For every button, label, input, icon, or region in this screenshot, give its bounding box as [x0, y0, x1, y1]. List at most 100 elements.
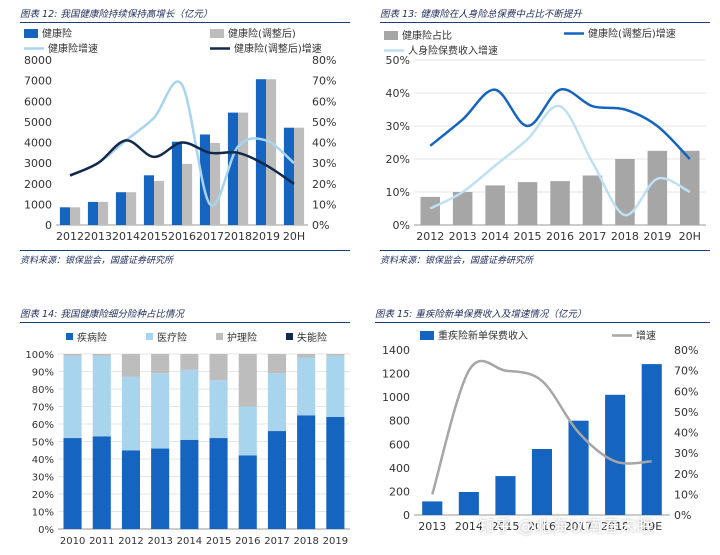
chart-13: 0% 10% 20% 30% 40% 50% 2012 2013 2014 2015 2016 201… — [384, 27, 706, 243]
x-tick-label: 2017 — [264, 536, 289, 547]
legend-label: 健康险(调整后)增速 — [234, 42, 322, 55]
x-tick-label: 2013 — [449, 230, 477, 243]
legend-swatch — [210, 29, 224, 38]
x-tick-label: 2019 — [323, 536, 348, 547]
x-tick-label: 2013 — [418, 520, 446, 533]
y-tick-label: 1000 — [382, 391, 410, 404]
x-tick-label: 2016 — [235, 536, 260, 547]
legend-label: 健康险 — [42, 27, 72, 40]
bar — [531, 449, 552, 515]
legend-label: 健康险(调整后) — [228, 27, 296, 40]
legend-swatch — [146, 333, 153, 340]
bar — [294, 127, 305, 225]
x-tick-label: 2014 — [112, 230, 140, 243]
watermark: 知乎 @北海以南春末眠 — [478, 517, 654, 537]
bar-segment — [326, 417, 345, 529]
chart-14: 0% 10% 20% 30% 40% 50% 60% 70% 80% 90% 100% 2010 201… — [25, 331, 350, 547]
y-tick-label: 8000 — [24, 54, 52, 67]
y-tick-label: 3000 — [24, 157, 52, 170]
x-tick-label: 2018 — [293, 536, 318, 547]
bar — [227, 112, 238, 225]
bar-segment — [238, 455, 257, 529]
y2-tick-label: 10% — [674, 488, 698, 501]
x-tick-label: 2013 — [84, 230, 112, 243]
title-rule-13 — [380, 22, 710, 23]
title-rule-15 — [375, 322, 710, 323]
y-tick-label: 2000 — [24, 178, 52, 191]
bar-segment — [63, 354, 82, 356]
chart-15: 0 200 400 600 800 1000 1200 1400 0% 10% 20% 30% 40% 5… — [382, 329, 698, 533]
x-tick-label: 2015 — [206, 536, 231, 547]
y2-tick-label: 40% — [674, 427, 698, 440]
x-tick-label: 2015 — [514, 230, 542, 243]
bar-segment — [151, 354, 170, 374]
bar-segment — [326, 354, 345, 356]
x-tick-label: 2014 — [481, 230, 509, 243]
y-tick-label: 4000 — [24, 137, 52, 150]
bar-segment — [63, 355, 82, 439]
bar-segment — [121, 376, 140, 451]
legend-label: 重疾险新单保费收入 — [438, 329, 528, 342]
series-line — [69, 80, 295, 207]
bar — [680, 150, 700, 226]
y-tick-label: 7000 — [24, 75, 52, 88]
legend-label: 护理险 — [227, 331, 257, 344]
legend-label: 人身险保费收入增速 — [408, 44, 498, 57]
x-tick-label: 2014 — [455, 520, 483, 533]
bar-segment — [297, 357, 316, 416]
bar-segment — [180, 439, 199, 530]
bar — [154, 180, 165, 225]
legend-swatch — [286, 333, 293, 340]
bar — [199, 134, 210, 225]
bar — [485, 185, 505, 225]
x-tick-label: 2019 — [252, 230, 280, 243]
bar — [143, 175, 154, 225]
chart-title-12: 图表 12: 我国健康险持续保持高增长（亿元） — [20, 9, 213, 20]
y-tick-label: 200 — [389, 485, 410, 498]
x-tick-label: 2012 — [56, 230, 84, 243]
x-tick-label: 2017 — [578, 230, 606, 243]
bar-segment — [209, 354, 228, 381]
x-tick-label: 2012 — [118, 536, 143, 547]
y2-tick-label: 60% — [674, 385, 698, 398]
bar — [238, 112, 249, 225]
legend-swatch — [420, 331, 434, 340]
y-tick-label: 600 — [389, 438, 410, 451]
bar-segment — [121, 450, 140, 530]
y2-tick-label: 20% — [674, 468, 698, 481]
bar — [568, 420, 589, 515]
y-tick-label: 0% — [393, 219, 410, 232]
legend-swatch — [24, 29, 38, 38]
bar — [615, 159, 635, 225]
y-tick-label: 10% — [32, 508, 54, 519]
x-tick-label: 2019 — [643, 230, 671, 243]
bar — [647, 150, 668, 226]
y2-tick-label: 20% — [312, 178, 336, 191]
y-tick-label: 0 — [45, 219, 52, 232]
bar — [422, 501, 443, 515]
bar — [210, 142, 221, 225]
y-tick-label: 90% — [32, 368, 54, 379]
x-tick-label: 20H — [679, 230, 701, 243]
bar — [255, 79, 266, 225]
y2-tick-label: 0% — [312, 219, 329, 232]
y-tick-label: 40% — [386, 87, 410, 100]
x-tick-label: 2010 — [60, 536, 85, 547]
bar-segment — [209, 380, 228, 439]
legend-label: 失能险 — [297, 331, 327, 344]
bar-segment — [297, 354, 316, 358]
y-tick-label: 6000 — [24, 95, 52, 108]
legend-swatch — [216, 333, 223, 340]
x-tick-label: 2018 — [611, 230, 639, 243]
y-tick-label: 10% — [386, 186, 410, 199]
x-tick-label: 2015 — [491, 520, 519, 533]
bar-segment — [267, 354, 286, 374]
y-tick-label: 30% — [386, 120, 410, 133]
y-tick-label: 0 — [403, 509, 410, 522]
legend-label: 健康险占比 — [402, 29, 452, 42]
y-tick-label: 1400 — [382, 344, 410, 357]
x-tick-label: 2015 — [140, 230, 168, 243]
bar-segment — [297, 415, 316, 530]
bar — [605, 394, 626, 515]
bar-segment — [92, 355, 111, 437]
